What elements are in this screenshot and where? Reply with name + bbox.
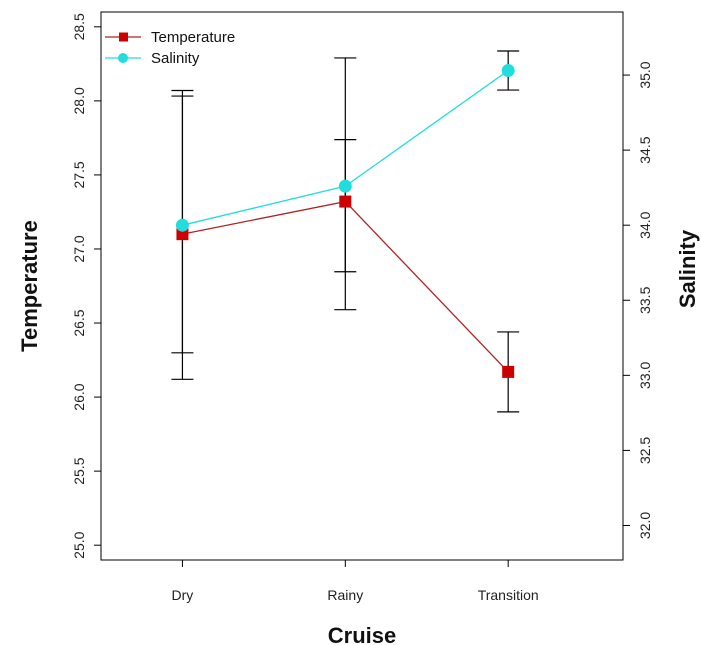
right-tick-label: 34.5 <box>637 136 653 163</box>
right-tick-label: 32.0 <box>637 512 653 539</box>
plot-frame <box>100 11 624 561</box>
right-tick-label: 32.5 <box>637 437 653 464</box>
left-tick-label: 25.5 <box>71 457 87 484</box>
point-salinity <box>501 64 515 78</box>
x-axis: Dry Rainy Transition <box>172 560 539 603</box>
right-axis: 32.0 32.5 33.0 33.5 34.0 34.5 35.0 <box>623 61 653 539</box>
left-axis: 25.0 25.5 26.0 26.5 27.0 27.5 28.0 28.5 <box>71 13 101 559</box>
y2-axis-title: Salinity <box>675 229 700 308</box>
y-axis-title: Temperature <box>17 220 42 352</box>
legend: Temperature Salinity <box>105 29 235 67</box>
left-tick-label: 28.0 <box>71 87 87 114</box>
legend-label: Temperature <box>151 29 235 46</box>
x-axis-title: Cruise <box>328 623 396 645</box>
point-salinity <box>338 179 352 193</box>
left-tick-label: 26.5 <box>71 309 87 336</box>
left-tick-label: 25.0 <box>71 531 87 558</box>
left-tick-label: 26.0 <box>71 383 87 410</box>
left-tick-label: 28.5 <box>71 13 87 40</box>
point-salinity <box>175 218 189 232</box>
right-tick-label: 33.5 <box>637 286 653 313</box>
right-tick-label: 35.0 <box>637 61 653 88</box>
x-tick-label: Dry <box>172 587 194 603</box>
x-tick-label: Rainy <box>327 587 363 603</box>
left-tick-label: 27.0 <box>71 235 87 262</box>
right-tick-label: 34.0 <box>637 211 653 238</box>
legend-marker <box>118 53 128 63</box>
right-tick-label: 33.0 <box>637 361 653 388</box>
point-temperature <box>339 195 352 208</box>
x-tick-label: Transition <box>478 587 539 603</box>
legend-marker <box>119 32 128 42</box>
point-temperature <box>176 228 189 241</box>
point-temperature <box>502 365 515 378</box>
legend-label: Salinity <box>151 50 200 67</box>
left-tick-label: 27.5 <box>71 161 87 188</box>
series-layer <box>171 50 520 413</box>
